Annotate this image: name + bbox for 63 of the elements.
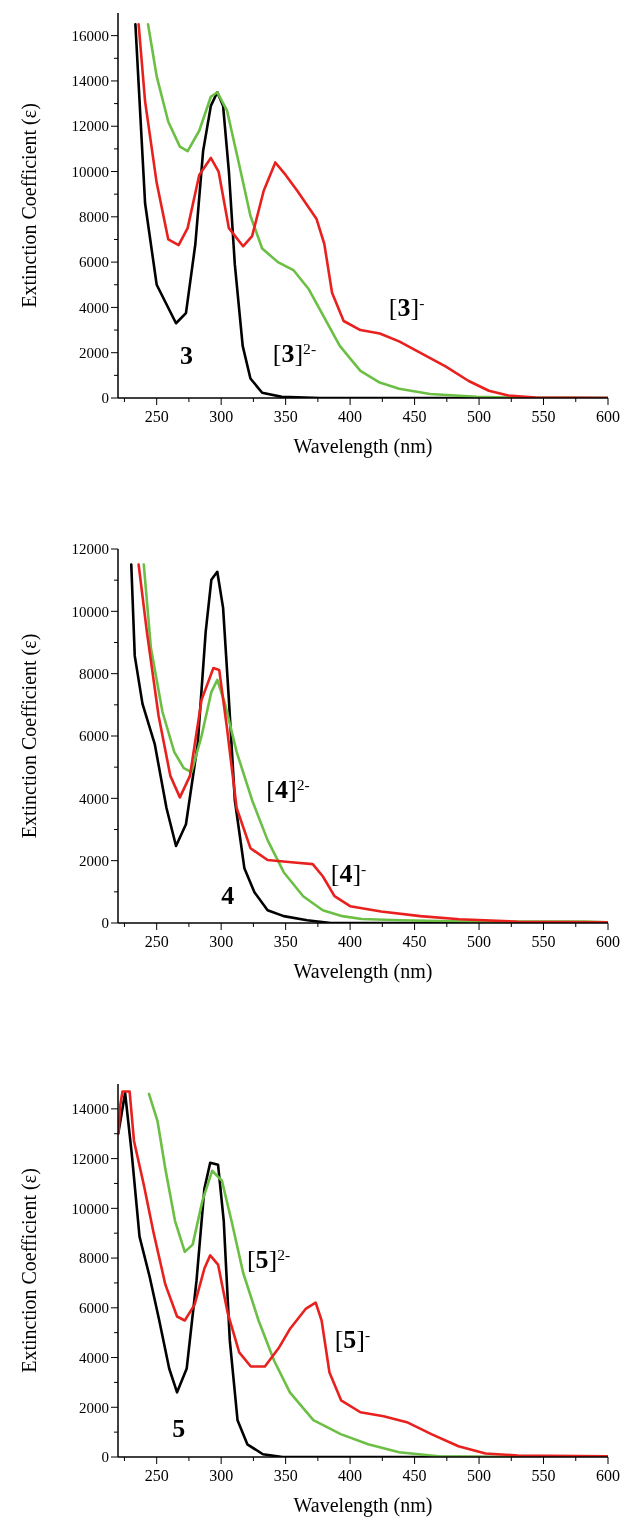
y-axis-title: Extinction Coefficient (ε)	[18, 633, 41, 839]
x-tick-label: 500	[467, 933, 492, 950]
x-tick-label: 350	[273, 408, 298, 425]
x-tick-label: 300	[209, 408, 234, 425]
x-tick-label: 250	[144, 408, 169, 425]
series-label: [3]$^{2-}$	[272, 338, 317, 368]
x-tick-label: 350	[273, 1467, 298, 1484]
x-axis-title: Wavelength (nm)	[293, 435, 433, 458]
series-label: [4]$^{-}$	[330, 859, 367, 889]
y-tick-label: 4000	[79, 299, 109, 316]
x-tick-label: 250	[144, 933, 169, 950]
y-tick-label: 16000	[71, 27, 109, 44]
series-label: [3]$^{-}$	[388, 293, 425, 323]
x-tick-label: 600	[596, 933, 620, 950]
x-tick-label: 500	[467, 408, 492, 425]
y-tick-label: 14000	[71, 73, 109, 90]
x-tick-label: 450	[402, 1467, 427, 1484]
y-axis-title: Extinction Coefficient (ε)	[18, 1168, 41, 1373]
x-tick-label: 400	[338, 933, 363, 950]
y-tick-label: 2000	[79, 1399, 109, 1416]
y-tick-label: 6000	[79, 728, 109, 745]
series-label: [5]$^{-}$	[334, 1324, 371, 1354]
x-tick-label: 400	[338, 408, 363, 425]
y-axis-title: Extinction Coefficient (ε)	[18, 103, 41, 308]
y-tick-label: 8000	[79, 1250, 109, 1267]
y-tick-label: 12000	[71, 118, 109, 135]
y-tick-label: 2000	[79, 852, 109, 869]
y-tick-label: 8000	[79, 665, 109, 682]
y-tick-label: 12000	[71, 541, 109, 558]
y-tick-label: 10000	[71, 163, 109, 180]
x-tick-label: 500	[467, 1467, 492, 1484]
y-tick-label: 4000	[79, 1349, 109, 1366]
x-tick-label: 550	[531, 1467, 556, 1484]
y-tick-label: 6000	[79, 1300, 109, 1317]
x-axis-title: Wavelength (nm)	[293, 1494, 433, 1517]
x-tick-label: 550	[531, 408, 556, 425]
y-tick-label: 14000	[71, 1101, 109, 1118]
y-tick-label: 8000	[79, 209, 109, 226]
series-label: 4	[221, 881, 235, 911]
y-tick-label: 2000	[79, 344, 109, 361]
x-tick-label: 450	[402, 408, 427, 425]
series-label: [5]$^{2-}$	[246, 1245, 291, 1275]
y-tick-label: 0	[101, 390, 109, 407]
x-tick-label: 600	[596, 1467, 620, 1484]
y-tick-label: 10000	[71, 1200, 109, 1217]
x-tick-label: 250	[144, 1467, 169, 1484]
series-label: 3	[179, 341, 193, 371]
y-tick-label: 12000	[71, 1150, 109, 1167]
x-tick-label: 350	[273, 933, 298, 950]
x-tick-label: 300	[209, 1467, 234, 1484]
x-tick-label: 400	[338, 1467, 363, 1484]
x-axis-title: Wavelength (nm)	[293, 960, 433, 983]
y-tick-label: 0	[101, 1449, 109, 1466]
y-tick-label: 6000	[79, 254, 109, 271]
series-label: 5	[172, 1414, 186, 1444]
y-tick-label: 4000	[79, 790, 109, 807]
x-tick-label: 450	[402, 933, 427, 950]
x-tick-label: 300	[209, 933, 234, 950]
x-tick-label: 550	[531, 933, 556, 950]
y-tick-label: 0	[101, 915, 109, 932]
series-label: [4]$^{2-}$	[266, 775, 310, 805]
y-tick-label: 10000	[71, 603, 109, 620]
x-tick-label: 600	[596, 408, 620, 425]
